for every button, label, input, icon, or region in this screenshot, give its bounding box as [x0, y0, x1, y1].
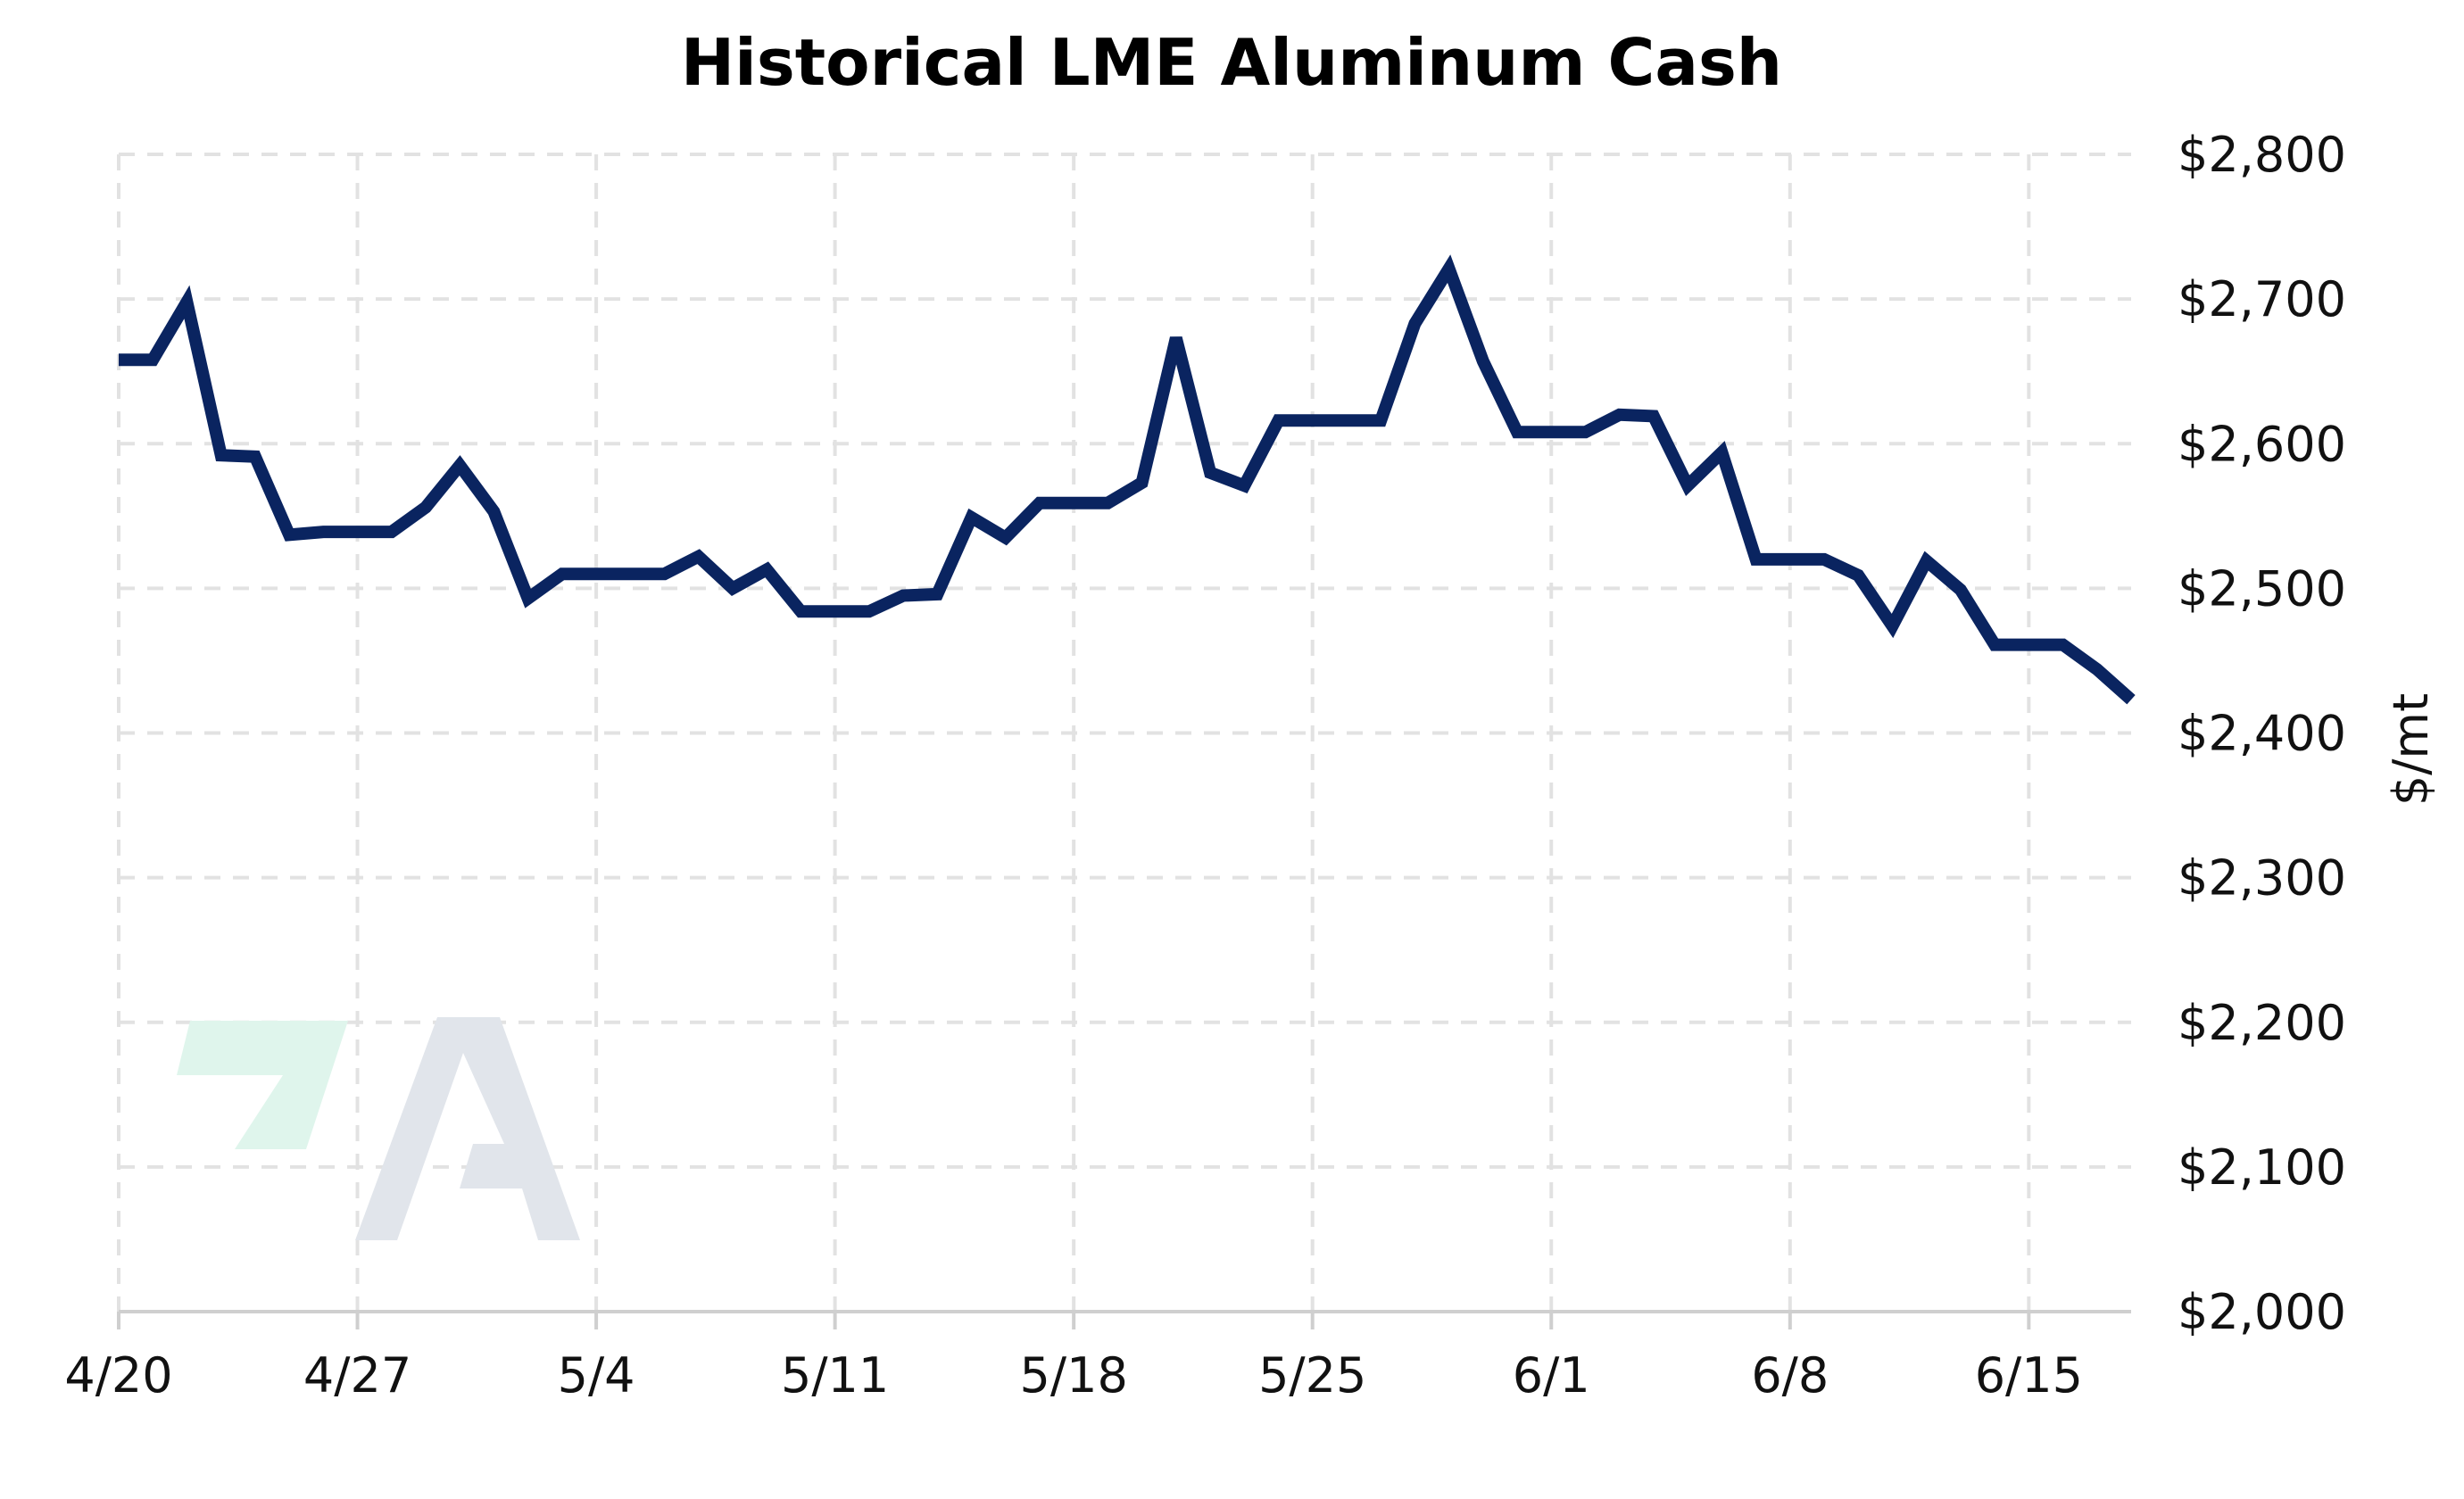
y-axis-title: $/mt [2383, 693, 2439, 806]
x-tick-label: 5/11 [781, 1347, 889, 1404]
series-line [119, 254, 2136, 705]
logo-watermark-green-shape [177, 1021, 348, 1149]
chart-title: Historical LME Aluminum Cash [681, 25, 1782, 100]
y-tick-label: $2,700 [2178, 271, 2346, 327]
x-tick-label: 4/20 [64, 1347, 172, 1404]
logo-watermark-gray-shape [355, 1017, 580, 1240]
y-tick-label: $2,500 [2178, 560, 2346, 617]
y-tick-label: $2,800 [2178, 127, 2346, 183]
x-tick-label: 5/25 [1258, 1347, 1366, 1404]
x-axis-ticks: 4/20 4/27 5/4 5/11 5/18 5/25 6/1 6/8 6/15 [64, 1312, 2083, 1404]
x-tick-label: 6/15 [1975, 1347, 2083, 1404]
logo-watermark-icon [177, 1017, 580, 1240]
x-tick-label: 4/27 [303, 1347, 411, 1404]
x-tick-label: 6/1 [1513, 1347, 1590, 1404]
y-tick-label: $2,300 [2178, 850, 2346, 907]
x-tick-label: 5/4 [558, 1347, 635, 1404]
y-tick-label: $2,400 [2178, 706, 2346, 762]
y-tick-label: $2,000 [2178, 1284, 2346, 1340]
y-tick-label: $2,100 [2178, 1139, 2346, 1196]
y-tick-label: $2,600 [2178, 416, 2346, 472]
x-tick-label: 5/18 [1020, 1347, 1128, 1404]
grid-lines [117, 153, 2131, 1312]
y-tick-label: $2,200 [2178, 995, 2346, 1051]
x-tick-label: 6/8 [1751, 1347, 1829, 1404]
y-axis-ticks: $2,000 $2,100 $2,200 $2,300 $2,400 $2,500 $2,6… [2178, 127, 2346, 1340]
